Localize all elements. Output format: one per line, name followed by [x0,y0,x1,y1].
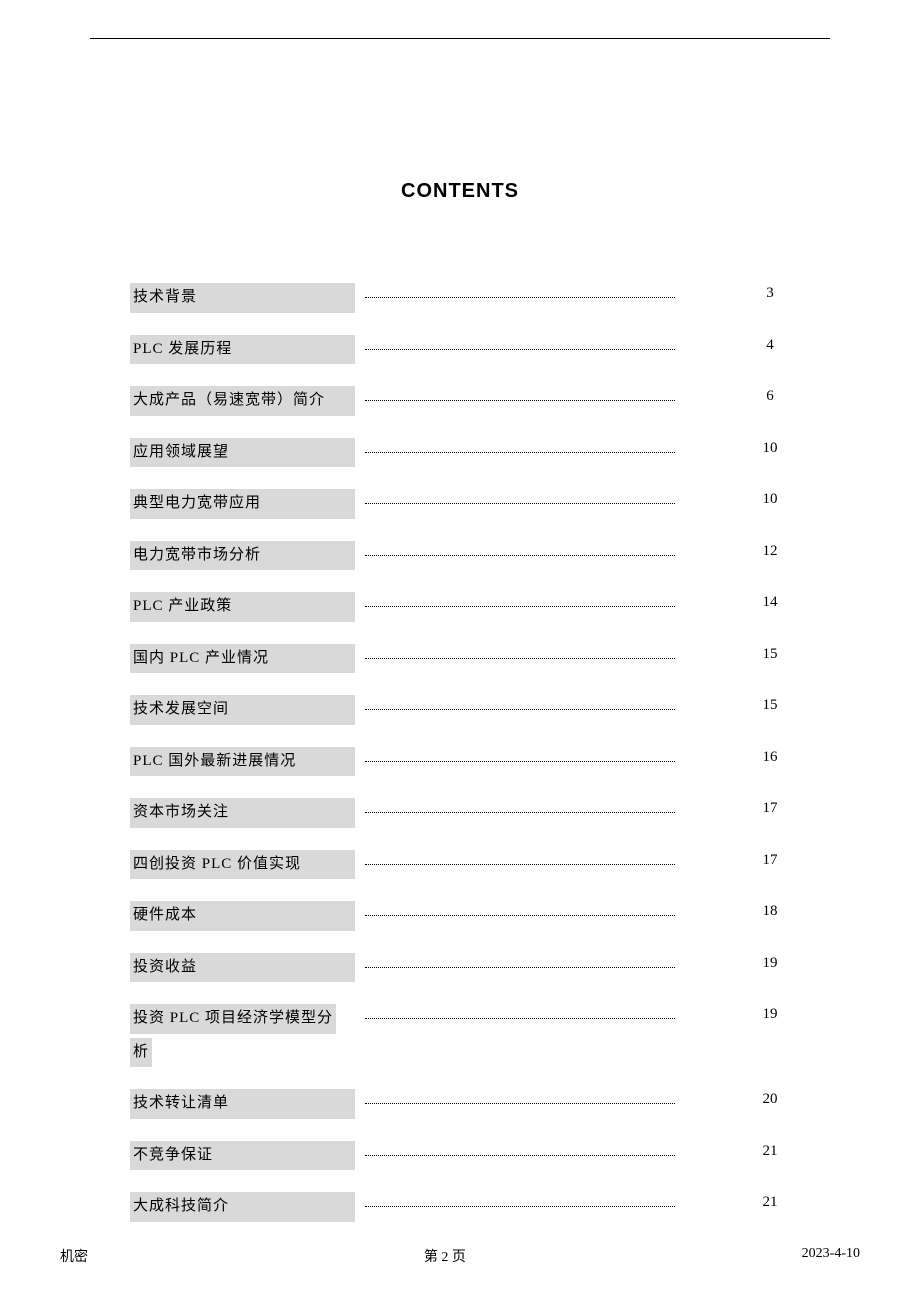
toc-page-number: 15 [750,695,790,714]
toc-leader-dots [365,1103,675,1104]
toc-page-number: 19 [750,953,790,972]
toc-leader-dots [365,1206,675,1207]
contents-title: CONTENTS [130,180,790,203]
toc-entry: 投资收益 19 [130,953,790,983]
toc-leader-dots [365,452,675,453]
toc-entry: 投资 PLC 项目经济学模型分 析 19 [130,1004,790,1067]
toc-entry: 资本市场关注 17 [130,798,790,828]
toc-page-number: 12 [750,541,790,560]
toc-leader-dots [365,967,675,968]
toc-leader-dots [365,297,675,298]
toc-leader-dots [365,812,675,813]
toc-label: 电力宽带市场分析 [130,541,355,571]
toc-label: 不竞争保证 [130,1141,355,1171]
toc-leader-dots [365,555,675,556]
toc-entry: 技术背景 3 [130,283,790,313]
toc-leader-dots [365,864,675,865]
toc-label: 硬件成本 [130,901,355,931]
toc-entry: 国内 PLC 产业情况 15 [130,644,790,674]
toc-leader-dots [365,915,675,916]
toc-label-line2: 析 [130,1038,152,1068]
page-footer: 机密 第 2 页 2023-4-10 [60,1246,860,1266]
toc-leader-dots [365,1018,675,1019]
toc-page-number: 14 [750,592,790,611]
toc-leader-dots [365,709,675,710]
toc-label: 技术背景 [130,283,355,313]
toc-entry: 硬件成本 18 [130,901,790,931]
toc-entry: 大成产品（易速宽带）简介 6 [130,386,790,416]
toc-page-number: 3 [750,283,790,302]
toc-label-line1: 投资 PLC 项目经济学模型分 [130,1004,336,1034]
toc-entry: 四创投资 PLC 价值实现 17 [130,850,790,880]
toc-label: PLC 国外最新进展情况 [130,747,355,777]
toc-leader-dots [365,503,675,504]
toc-entry: PLC 发展历程 4 [130,335,790,365]
toc-leader-dots [365,761,675,762]
toc-label: PLC 发展历程 [130,335,355,365]
toc-page-number: 16 [750,747,790,766]
toc-page-number: 10 [750,489,790,508]
toc-page-number: 18 [750,901,790,920]
page-top-border [90,38,830,39]
toc-page-number: 17 [750,798,790,817]
toc-leader-dots [365,349,675,350]
toc-page-number: 21 [750,1192,790,1211]
toc-label: PLC 产业政策 [130,592,355,622]
toc-leader-dots [365,606,675,607]
toc-page-number: 4 [750,335,790,354]
toc-entry: 技术转让清单 20 [130,1089,790,1119]
toc-page-number: 17 [750,850,790,869]
toc-label-multiline: 投资 PLC 项目经济学模型分 析 [130,1004,355,1067]
toc-page-number: 10 [750,438,790,457]
toc-label: 应用领域展望 [130,438,355,468]
toc-page-number: 21 [750,1141,790,1160]
toc-entry: 应用领域展望 10 [130,438,790,468]
toc-label: 大成产品（易速宽带）简介 [130,386,355,416]
toc-leader-dots [365,1155,675,1156]
toc-entry: 典型电力宽带应用 10 [130,489,790,519]
toc-label: 大成科技简介 [130,1192,355,1222]
table-of-contents: 技术背景 3 PLC 发展历程 4 大成产品（易速宽带）简介 6 应用领域展望 … [130,283,790,1222]
toc-label: 典型电力宽带应用 [130,489,355,519]
toc-label: 投资收益 [130,953,355,983]
toc-label: 国内 PLC 产业情况 [130,644,355,674]
toc-label: 技术转让清单 [130,1089,355,1119]
toc-label: 技术发展空间 [130,695,355,725]
toc-leader-dots [365,658,675,659]
toc-leader-dots [365,400,675,401]
toc-page-number: 6 [750,386,790,405]
toc-page-number: 19 [750,1004,790,1023]
toc-entry: 大成科技简介 21 [130,1192,790,1222]
footer-confidential-label: 机密 [60,1246,88,1266]
page-content: CONTENTS 技术背景 3 PLC 发展历程 4 大成产品（易速宽带）简介 … [0,0,920,1222]
toc-entry: PLC 产业政策 14 [130,592,790,622]
footer-date: 2023-4-10 [802,1246,860,1266]
toc-entry: 电力宽带市场分析 12 [130,541,790,571]
toc-entry: PLC 国外最新进展情况 16 [130,747,790,777]
toc-label: 资本市场关注 [130,798,355,828]
toc-label: 四创投资 PLC 价值实现 [130,850,355,880]
toc-page-number: 20 [750,1089,790,1108]
toc-entry: 不竞争保证 21 [130,1141,790,1171]
toc-page-number: 15 [750,644,790,663]
footer-page-number: 第 2 页 [424,1246,466,1266]
toc-entry: 技术发展空间 15 [130,695,790,725]
